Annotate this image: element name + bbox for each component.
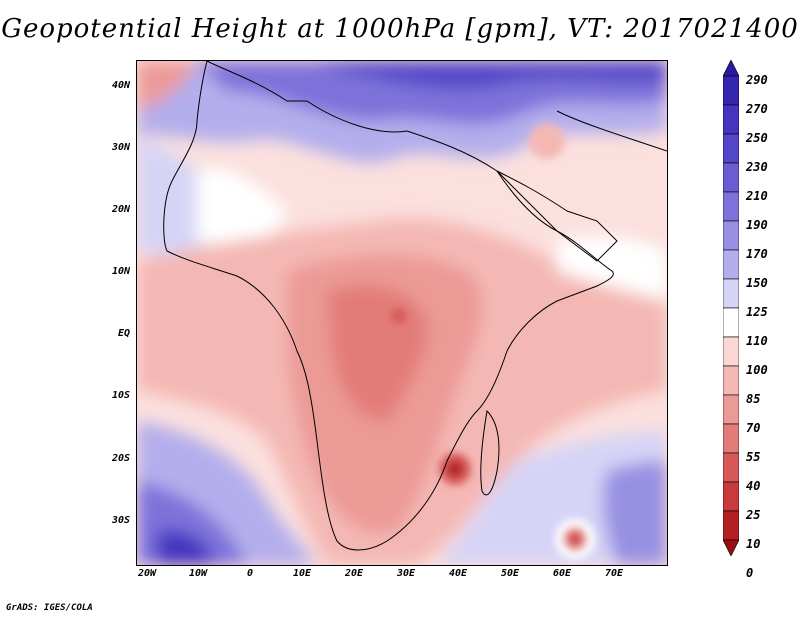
colorbar-cell [723,75,739,106]
colorbar-level-label: 125 [746,305,768,319]
colorbar-level-label: 270 [746,102,768,116]
credit-text: GrADS: IGES/COLA [6,603,93,613]
colorbar-cell [723,336,739,367]
colorbar-level-label: 170 [746,247,768,261]
colorbar-cell [723,423,739,454]
colorbar-cell [723,104,739,135]
lat-label-30s: 30S [111,515,130,526]
colorbar-level-label: 100 [746,363,768,377]
lon-label-20w: 20W [137,568,157,579]
lat-label-eq: EQ [117,328,130,339]
lon-label-10w: 10W [188,568,208,579]
colorbar-cell [723,365,739,396]
lon-label-60e: 60E [552,568,572,579]
colorbar-cell [723,278,739,309]
colorbar-cell [723,60,739,77]
colorbar [723,60,739,556]
coastlines [163,61,667,551]
lon-label-20e: 20E [344,568,364,579]
colorbar-cell [723,307,739,338]
colorbar-cell [723,249,739,280]
colorbar-level-label: 70 [746,421,761,435]
geopotential-map [136,60,668,566]
lon-label-40e: 40E [448,568,468,579]
colorbar-level-label: 190 [746,218,768,232]
colorbar-cell [723,191,739,222]
lat-label-30n: 30N [111,142,130,153]
colorbar-level-label: 40 [746,479,761,493]
colorbar-cell [723,394,739,425]
lat-label-40n: 40N [111,80,130,91]
lon-label-0: 0 [246,568,254,579]
colorbar-level-label: 250 [746,131,768,145]
colorbar-level-label: 230 [746,160,768,174]
lat-label-20n: 20N [111,204,130,215]
colorbar-level-label: 10 [746,537,761,551]
colorbar-level-label: 150 [746,276,768,290]
colorbar-level-label: 55 [746,450,761,464]
colorbar-level-label: 210 [746,189,768,203]
colorbar-cell [723,539,739,556]
lat-label-20s: 20S [111,453,130,464]
colorbar-level-label: 290 [746,73,768,87]
lat-label-10s: 10S [111,390,130,401]
colorbar-level-label: 25 [746,508,761,522]
lon-label-70e: 70E [604,568,624,579]
colorbar-level-label: 0 [746,566,754,580]
lon-label-30e: 30E [396,568,416,579]
colorbar-cell [723,133,739,164]
colorbar-cell [723,162,739,193]
colorbar-cell [723,481,739,512]
map-title: Geopotential Height at 1000hPa [gpm], VT… [1,14,799,44]
colorbar-level-label: 110 [746,334,768,348]
lon-label-10e: 10E [292,568,312,579]
colorbar-cell [723,220,739,251]
lon-label-50e: 50E [500,568,520,579]
colorbar-level-label: 85 [746,392,761,406]
lat-label-10n: 10N [111,266,130,277]
colorbar-cell [723,510,739,541]
colorbar-cell [723,452,739,483]
